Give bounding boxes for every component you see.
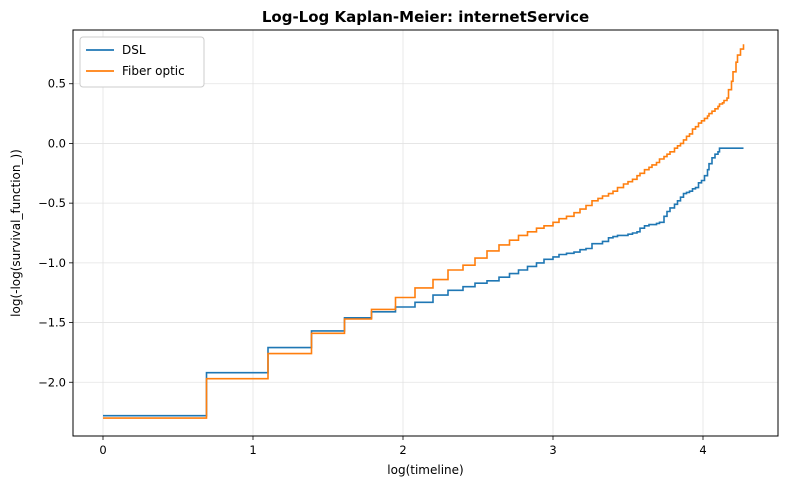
tick-labels: 0 1 2 3 4 0.5 0.0 −0.5 −1.0 −1.5 −2.0 — [38, 77, 707, 457]
y-axis-label: log(-log(survival_function_)) — [9, 149, 23, 317]
x-tick-label: 3 — [549, 443, 556, 457]
legend-label-dsl: DSL — [122, 43, 146, 57]
y-tick-label: −1.0 — [38, 256, 66, 270]
y-tick-label: −0.5 — [38, 196, 66, 210]
y-tick-label: 0.5 — [48, 77, 66, 91]
x-tick-label: 1 — [249, 443, 256, 457]
grid — [73, 30, 778, 436]
y-tick-label: −1.5 — [38, 316, 66, 330]
x-tick-label: 4 — [699, 443, 706, 457]
y-tick-label: −2.0 — [38, 375, 66, 389]
x-tick-label: 0 — [99, 443, 106, 457]
plot-frame — [72, 29, 779, 437]
chart-title: Log-Log Kaplan-Meier: internetService — [262, 8, 589, 26]
tick-marks — [69, 83, 704, 440]
x-axis-label: log(timeline) — [387, 463, 463, 477]
x-tick-label: 2 — [399, 443, 406, 457]
legend: DSL Fiber optic — [79, 36, 205, 88]
series-lines — [103, 44, 745, 419]
series-line-dsl — [103, 147, 744, 417]
series-line-fiber-optic — [103, 44, 745, 419]
legend-label-fiber-optic: Fiber optic — [122, 64, 185, 78]
y-tick-label: 0.0 — [48, 136, 66, 150]
